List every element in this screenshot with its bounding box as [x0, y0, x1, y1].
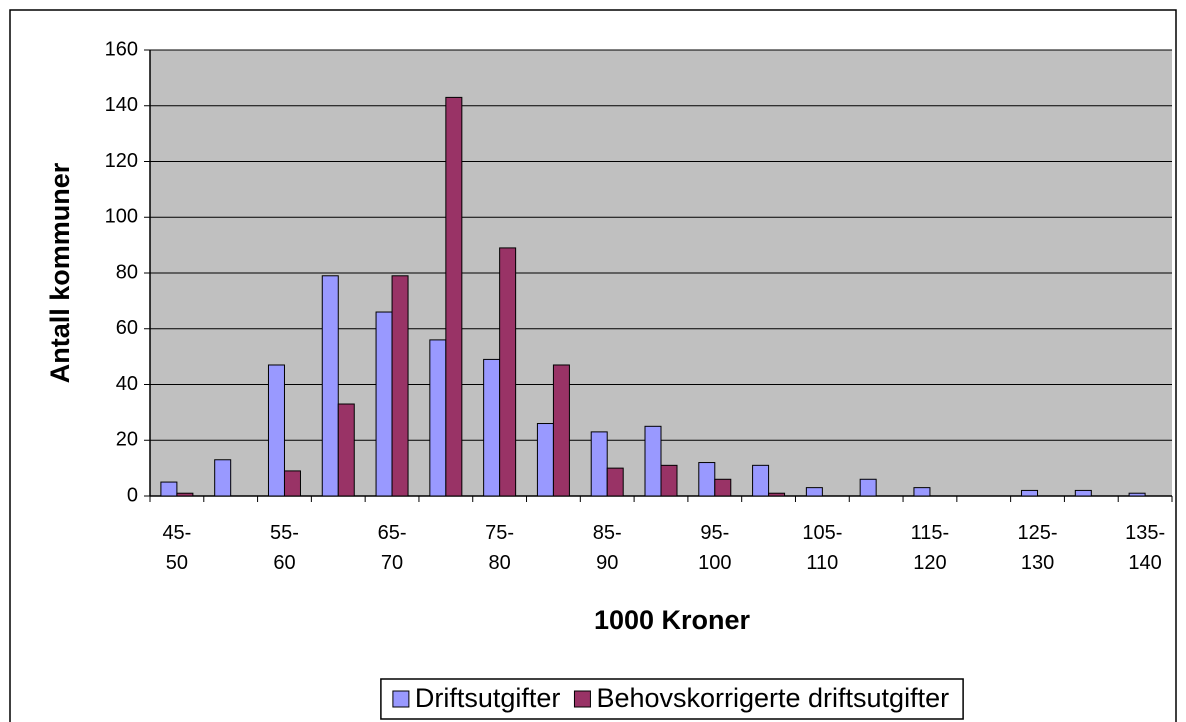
- bar: [536, 423, 554, 497]
- y-tick-label: 100: [105, 206, 138, 228]
- legend-label: Driftsutgifter: [415, 683, 561, 713]
- bar: [283, 470, 301, 497]
- x-tick-label: 55-60: [270, 522, 299, 574]
- bar: [714, 478, 732, 497]
- bar: [214, 459, 232, 497]
- y-tick-label: 80: [116, 261, 138, 283]
- bar: [590, 431, 608, 497]
- bar: [1021, 489, 1039, 497]
- bar: [1074, 489, 1092, 497]
- legend-label: Behovskorrigerte driftsutgifter: [596, 683, 949, 713]
- y-tick-label: 60: [116, 317, 138, 339]
- y-tick-label: 40: [116, 373, 138, 395]
- bar: [499, 247, 517, 497]
- x-tick-label: 65-70: [377, 522, 407, 574]
- y-tick-label: 0: [127, 484, 138, 506]
- x-tick-label: 75-80: [485, 522, 515, 574]
- bar: [752, 464, 770, 497]
- bar: [375, 311, 393, 497]
- x-tick-label: 95-100: [698, 522, 732, 574]
- y-axis-title: Antall kommuner: [45, 162, 75, 383]
- x-tick-label: 135-140: [1125, 522, 1166, 574]
- bar: [176, 492, 194, 497]
- bar: [160, 481, 178, 497]
- bar: [483, 358, 501, 497]
- legend-box: [380, 678, 964, 720]
- x-tick-label: 115-120: [910, 522, 950, 574]
- bar: [660, 464, 678, 497]
- bar: [391, 275, 409, 497]
- x-tick-label: 45-50: [162, 522, 192, 574]
- x-axis-title: 1000 Kroner: [594, 605, 751, 635]
- chart-border: [9, 9, 1177, 722]
- bar: [698, 462, 716, 497]
- y-tick-label: 140: [105, 94, 138, 116]
- bar: [606, 467, 624, 497]
- legend-swatch: [573, 690, 591, 708]
- legend-swatch: [392, 690, 410, 708]
- bar: [429, 339, 447, 497]
- bar: [445, 96, 463, 497]
- bar: [859, 478, 877, 497]
- bar: [267, 364, 285, 497]
- bar: [768, 492, 786, 497]
- y-tick-label: 20: [116, 429, 138, 451]
- x-tick-label: 85-90: [592, 522, 622, 574]
- bar: [644, 425, 662, 497]
- bar: [913, 487, 931, 497]
- bar: [337, 403, 355, 497]
- bar: [552, 364, 570, 497]
- x-tick-label: 125-130: [1017, 522, 1058, 574]
- y-tick-label: 120: [105, 150, 138, 172]
- bar: [1128, 492, 1146, 497]
- bar: [321, 275, 339, 497]
- x-tick-label: 105-110: [802, 522, 843, 574]
- bar: [805, 487, 823, 497]
- y-tick-label: 160: [105, 38, 138, 60]
